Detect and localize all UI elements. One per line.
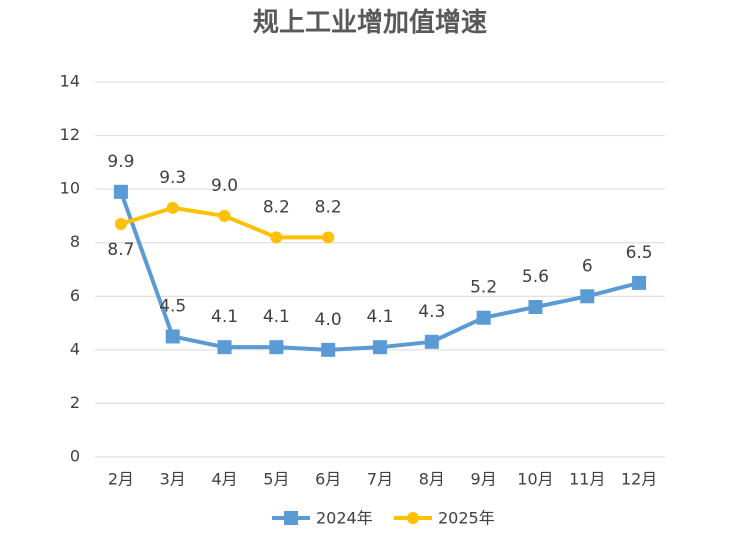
- data-label: 4.3: [418, 302, 445, 322]
- data-label: 4.1: [366, 307, 393, 327]
- data-point: [321, 342, 336, 357]
- data-label: 4.0: [315, 310, 342, 330]
- legend-item: 2024年: [272, 509, 373, 528]
- chart-title: 规上工业增加值增速: [253, 7, 487, 38]
- data-point: [270, 231, 283, 244]
- y-tick-label: 8: [70, 232, 80, 251]
- data-point: [632, 275, 647, 290]
- x-tick-label: 8月: [419, 470, 445, 489]
- legend-item: 2025年: [394, 509, 495, 528]
- x-tick-label: 6月: [315, 470, 341, 489]
- data-point: [424, 334, 439, 349]
- y-tick-label: 14: [60, 72, 80, 91]
- data-point: [269, 340, 284, 355]
- data-point: [373, 340, 387, 355]
- data-label: 6: [582, 256, 593, 276]
- legend-label: 2024年: [316, 509, 373, 528]
- x-tick-label: 12月: [621, 470, 657, 489]
- legend-marker: [407, 512, 419, 524]
- data-label: 8.7: [107, 240, 134, 260]
- x-tick-label: 3月: [160, 470, 186, 489]
- data-point: [218, 209, 231, 222]
- data-point: [322, 231, 335, 244]
- x-tick-label: 11月: [569, 470, 605, 489]
- data-point: [476, 310, 491, 325]
- data-label: 4.1: [263, 307, 290, 327]
- x-tick-label: 4月: [211, 470, 237, 489]
- data-label: 9.0: [211, 176, 238, 196]
- x-tick-label: 5月: [263, 470, 289, 489]
- data-point: [580, 289, 595, 304]
- data-label: 8.2: [315, 197, 342, 217]
- y-tick-label: 10: [60, 179, 80, 198]
- x-tick-label: 9月: [471, 470, 497, 489]
- legend-label: 2025年: [438, 509, 495, 528]
- data-label: 9.9: [107, 152, 134, 172]
- data-label: 8.2: [263, 197, 290, 217]
- data-point: [113, 184, 128, 199]
- y-tick-label: 12: [60, 125, 80, 144]
- data-point: [165, 329, 180, 344]
- y-tick-label: 2: [70, 393, 80, 412]
- data-label: 4.1: [211, 307, 238, 327]
- data-point: [114, 217, 127, 230]
- data-point: [217, 340, 232, 355]
- x-tick-label: 10月: [517, 470, 553, 489]
- data-label: 5.6: [522, 267, 549, 287]
- y-tick-label: 0: [70, 447, 80, 466]
- data-label: 6.5: [626, 243, 653, 263]
- data-label: 5.2: [470, 278, 497, 298]
- data-point: [528, 300, 543, 314]
- x-tick-label: 7月: [367, 470, 393, 489]
- data-label: 9.3: [159, 168, 186, 188]
- y-tick-label: 4: [70, 339, 80, 358]
- data-label: 4.5: [159, 296, 186, 316]
- legend-marker: [284, 511, 298, 525]
- x-tick-label: 2月: [108, 470, 134, 489]
- data-point: [166, 201, 179, 214]
- y-tick-label: 6: [70, 286, 80, 305]
